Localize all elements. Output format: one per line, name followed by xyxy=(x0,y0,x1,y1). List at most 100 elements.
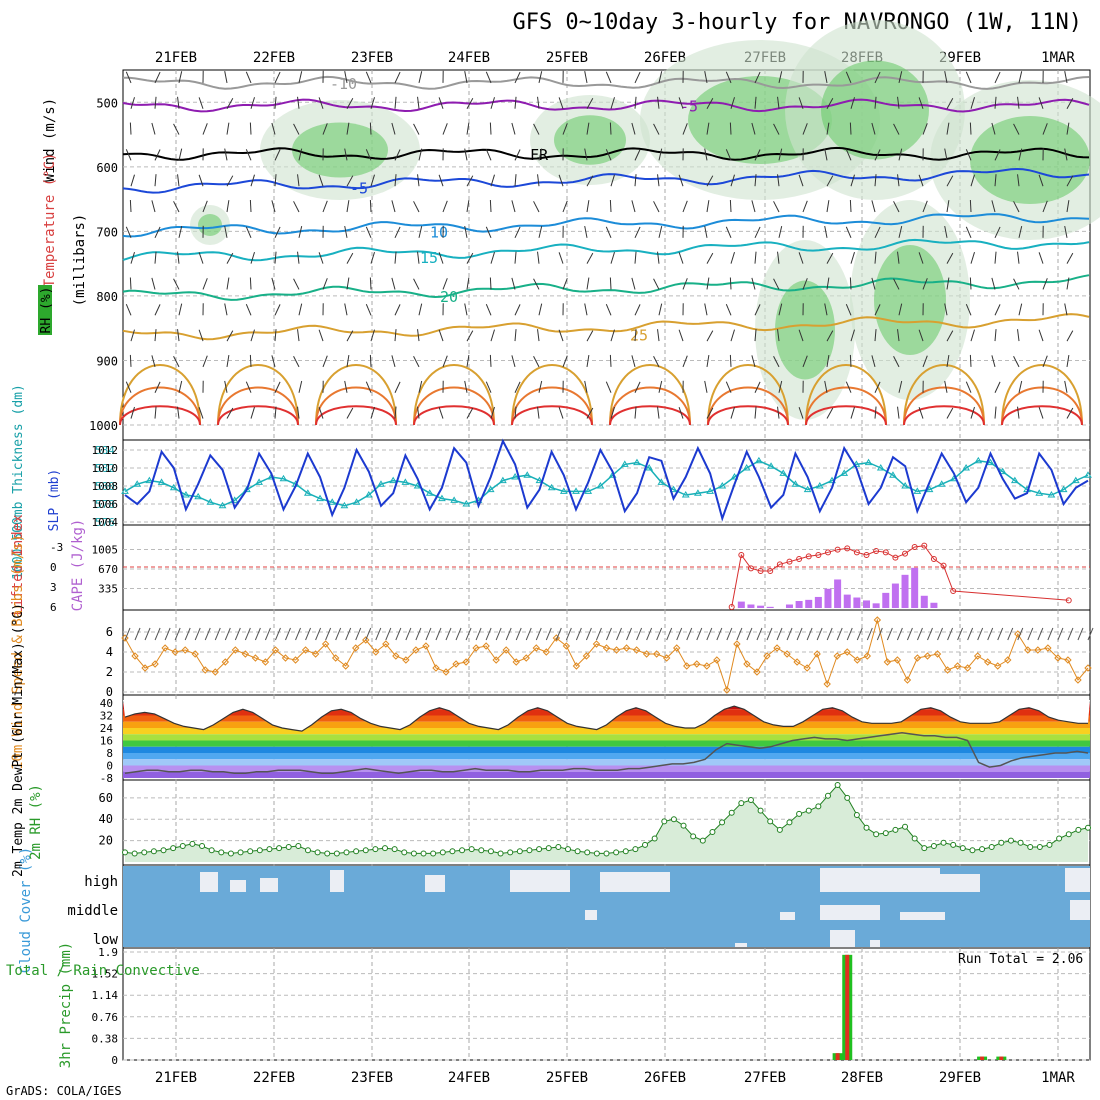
surface-wind-barb xyxy=(455,627,462,641)
wind-speed-point xyxy=(642,650,651,658)
lifted-index-point xyxy=(805,553,812,560)
thickness-point xyxy=(779,469,788,476)
lifted-index-point xyxy=(892,554,899,561)
wind-barb xyxy=(605,381,612,393)
thickness-point xyxy=(401,478,410,485)
wind-barb xyxy=(394,381,401,393)
wind-barb xyxy=(370,97,375,109)
wind-barb xyxy=(1064,71,1068,84)
wind-barb xyxy=(605,71,612,84)
rh-point xyxy=(276,845,283,852)
wind-barb xyxy=(634,71,641,84)
wind-barb xyxy=(994,251,997,264)
wind-speed-point xyxy=(873,616,882,624)
wind-barb xyxy=(562,200,568,213)
diurnal-temperature-contour xyxy=(315,364,397,426)
temperature-contour xyxy=(122,167,1090,194)
wind-barb xyxy=(754,174,757,187)
high-cloud-fill xyxy=(425,875,445,892)
temperature-color-band xyxy=(123,771,1090,778)
surface-wind-barb xyxy=(425,627,432,641)
wind-barb xyxy=(898,380,903,393)
wind-barb xyxy=(369,122,372,135)
surface-wind-barb xyxy=(375,627,382,641)
wind-barb xyxy=(298,226,303,238)
wind-barb xyxy=(154,96,157,109)
wind-barb xyxy=(874,381,881,393)
rh-tick: 40 xyxy=(99,812,113,826)
thickness-tick: 578 xyxy=(95,498,115,511)
wind-speed-point xyxy=(853,656,861,664)
cloud-level-low: low xyxy=(93,932,119,948)
wind-barb xyxy=(514,381,521,393)
wind-speed-point xyxy=(171,648,179,656)
rh-point xyxy=(160,847,167,854)
wind-barb xyxy=(198,97,204,109)
wind-barb xyxy=(798,407,804,419)
surface-wind-barb xyxy=(1027,627,1034,641)
wind-barb xyxy=(318,97,324,109)
cape-bar xyxy=(853,597,861,608)
rh-tick: 20 xyxy=(99,834,113,848)
wind-barb xyxy=(224,380,228,393)
lifted-index-point xyxy=(873,548,880,554)
wind-barb xyxy=(271,122,276,135)
wind-barb xyxy=(946,97,954,109)
lifted-index-point xyxy=(921,542,928,549)
surface-wind-barb xyxy=(686,627,693,641)
surface-wind-barb xyxy=(917,627,923,641)
wind-barb xyxy=(417,174,420,187)
wind-barb xyxy=(631,355,636,368)
wind-barb xyxy=(965,71,972,84)
wind-speed-point xyxy=(281,654,290,662)
wind-speed-point xyxy=(341,662,350,670)
thickness-point xyxy=(889,471,897,478)
wind-speed-point xyxy=(532,644,540,652)
wind-barb xyxy=(558,252,564,264)
wind-speed-point xyxy=(572,662,581,670)
date-label-bottom: 23FEB xyxy=(351,1070,393,1086)
wind-tick: 4 xyxy=(106,645,113,659)
lifted-index-point xyxy=(930,556,937,562)
wind-barb xyxy=(965,381,972,393)
surface-wind-barb xyxy=(315,627,322,641)
wind-barb xyxy=(154,381,161,393)
surface-wind-barb xyxy=(234,627,241,641)
rh-point xyxy=(699,837,706,844)
surface-wind-barb xyxy=(305,627,312,641)
contour-label: 25 xyxy=(630,327,648,345)
wind-barb xyxy=(657,329,660,342)
wind-barb xyxy=(511,277,516,290)
thickness-point xyxy=(620,460,629,467)
rh-point xyxy=(170,845,177,852)
rh-point xyxy=(247,848,254,855)
temperature-line xyxy=(124,705,1088,732)
wind-barb xyxy=(678,407,684,419)
lifted-index-point xyxy=(796,556,803,562)
rh-point xyxy=(873,831,880,838)
surface-wind-barb xyxy=(816,627,823,641)
lifted-index-point xyxy=(911,544,918,550)
surface-wind-barb xyxy=(325,627,332,641)
wind-barb xyxy=(202,278,208,290)
wind-speed-point xyxy=(763,652,771,660)
lifted-index-point xyxy=(757,568,764,574)
wind-barb xyxy=(849,199,852,213)
wind-barb xyxy=(586,407,594,419)
wind-barb xyxy=(538,148,543,161)
rh-tick: 60 xyxy=(99,791,113,805)
slp-ylabel-right: SLP (mb) xyxy=(47,469,62,532)
wind-barb xyxy=(849,122,852,135)
wind-barb xyxy=(874,96,877,109)
wind-barb xyxy=(874,406,877,419)
diurnal-temperature-contour xyxy=(413,364,495,426)
surface-wind-barb xyxy=(535,627,542,641)
wind-barb xyxy=(777,329,780,342)
thickness-point xyxy=(194,492,203,500)
thickness-point xyxy=(303,489,312,496)
wind-barb xyxy=(778,303,783,316)
high-cloud-fill xyxy=(260,878,278,892)
wind-barb xyxy=(297,174,300,187)
rh-point xyxy=(661,818,668,825)
rh-point xyxy=(536,846,543,853)
